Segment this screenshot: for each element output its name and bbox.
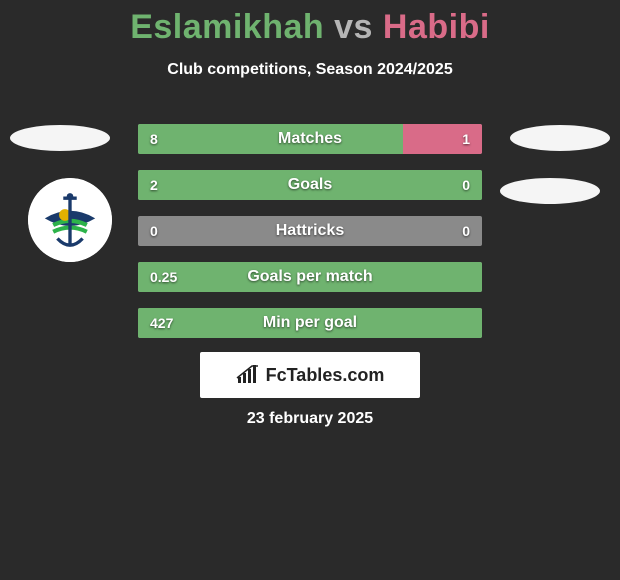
stat-label: Goals per match	[138, 262, 482, 292]
stat-row: 20Goals	[138, 170, 482, 200]
brand-badge[interactable]: FcTables.com	[200, 352, 420, 398]
stat-row: 0.25Goals per match	[138, 262, 482, 292]
player1-name: Eslamikhah	[130, 8, 324, 46]
brand-text: FcTables.com	[266, 365, 385, 386]
vs-label: vs	[334, 8, 373, 46]
stat-label: Hattricks	[138, 216, 482, 246]
stat-row: 81Matches	[138, 124, 482, 154]
page-title: Eslamikhah vs Habibi	[0, 0, 620, 47]
stat-label: Matches	[138, 124, 482, 154]
stat-row: 427Min per goal	[138, 308, 482, 338]
stat-label: Goals	[138, 170, 482, 200]
stats-block: 81Matches 20Goals 00Hattricks 0.25Goals per…	[138, 124, 482, 354]
player2-club-pill	[500, 178, 600, 204]
stat-label: Min per goal	[138, 308, 482, 338]
date-label: 23 february 2025	[0, 410, 620, 428]
player1-avatar-pill	[10, 125, 110, 151]
subtitle: Club competitions, Season 2024/2025	[0, 61, 620, 79]
brand-chart-icon	[236, 365, 260, 385]
player1-club-logo	[28, 178, 112, 262]
comparison-card: Eslamikhah vs Habibi Club competitions, …	[0, 0, 620, 79]
player2-avatar-pill	[510, 125, 610, 151]
player2-name: Habibi	[383, 8, 490, 46]
stat-row: 00Hattricks	[138, 216, 482, 246]
